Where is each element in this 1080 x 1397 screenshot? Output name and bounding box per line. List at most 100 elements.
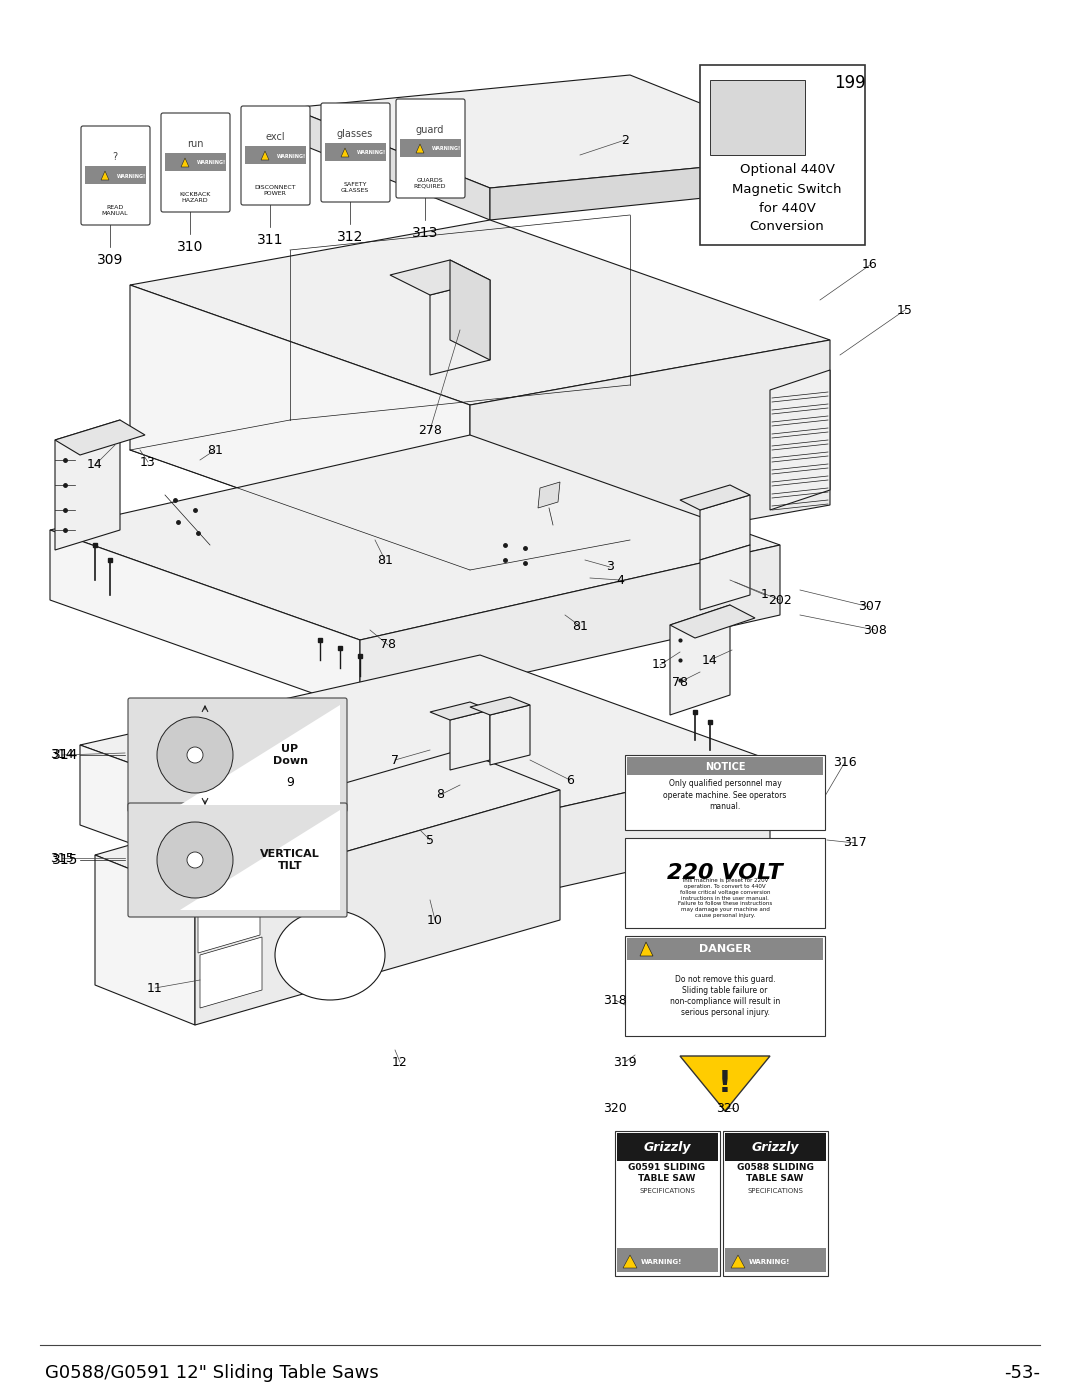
- Text: 6: 6: [566, 774, 573, 787]
- Polygon shape: [680, 485, 750, 510]
- Text: 320: 320: [603, 1101, 626, 1115]
- Polygon shape: [80, 655, 770, 849]
- Polygon shape: [623, 1255, 637, 1268]
- Text: 14: 14: [87, 458, 103, 472]
- FancyBboxPatch shape: [129, 698, 347, 812]
- Text: SPECIFICATIONS: SPECIFICATIONS: [747, 1187, 802, 1194]
- Text: 1: 1: [761, 588, 769, 602]
- Polygon shape: [680, 1056, 770, 1111]
- Text: READ
MANUAL: READ MANUAL: [102, 205, 129, 215]
- Text: ?: ?: [112, 152, 118, 162]
- Polygon shape: [700, 545, 750, 610]
- Text: !: !: [718, 1070, 732, 1098]
- Text: run: run: [187, 138, 203, 149]
- Polygon shape: [490, 155, 831, 219]
- Polygon shape: [470, 339, 831, 570]
- Text: 81: 81: [377, 553, 393, 567]
- Text: Grizzly: Grizzly: [752, 1140, 799, 1154]
- Polygon shape: [700, 495, 750, 560]
- Text: 315: 315: [50, 852, 73, 865]
- Text: guard: guard: [416, 124, 444, 136]
- Text: 81: 81: [572, 619, 588, 633]
- Text: 318: 318: [603, 993, 626, 1006]
- Polygon shape: [261, 151, 269, 161]
- Text: 202: 202: [768, 594, 792, 606]
- Text: 307: 307: [859, 601, 882, 613]
- Text: Only qualified personnel may
operate machine. See operators
manual.: Only qualified personnel may operate mac…: [663, 780, 786, 810]
- Polygon shape: [55, 420, 120, 550]
- Ellipse shape: [275, 909, 384, 1000]
- Bar: [85, 166, 146, 184]
- Polygon shape: [130, 285, 470, 570]
- Polygon shape: [198, 882, 260, 953]
- Polygon shape: [770, 370, 831, 510]
- Polygon shape: [95, 750, 561, 895]
- Bar: [625, 936, 825, 1037]
- Bar: [627, 757, 823, 775]
- Text: 315: 315: [52, 854, 78, 868]
- Bar: [325, 142, 386, 161]
- Text: WARNING!: WARNING!: [642, 1259, 683, 1266]
- Bar: [625, 838, 825, 928]
- Text: 16: 16: [862, 258, 878, 271]
- Text: 314: 314: [52, 747, 78, 761]
- Polygon shape: [200, 937, 262, 1009]
- Circle shape: [187, 852, 203, 868]
- Text: 13: 13: [140, 455, 156, 468]
- Polygon shape: [731, 1255, 745, 1268]
- Polygon shape: [430, 279, 490, 374]
- Circle shape: [157, 717, 233, 793]
- Polygon shape: [180, 810, 340, 909]
- Polygon shape: [341, 148, 349, 156]
- Polygon shape: [450, 260, 490, 360]
- Text: WARNING!: WARNING!: [357, 151, 387, 155]
- Text: 11: 11: [147, 982, 163, 995]
- Polygon shape: [360, 545, 780, 710]
- Text: 2: 2: [621, 134, 629, 147]
- Text: 14: 14: [702, 654, 718, 666]
- Text: G0588 SLIDING
TABLE SAW: G0588 SLIDING TABLE SAW: [737, 1164, 813, 1183]
- Text: 311: 311: [257, 233, 283, 247]
- Bar: [723, 1132, 828, 1275]
- Text: 12: 12: [392, 1056, 408, 1069]
- Circle shape: [187, 747, 203, 763]
- Text: WARNING!: WARNING!: [276, 154, 307, 158]
- Polygon shape: [470, 697, 530, 715]
- Text: 316: 316: [833, 756, 856, 768]
- Bar: [700, 66, 865, 244]
- Polygon shape: [95, 855, 195, 1025]
- Bar: [725, 1248, 826, 1273]
- Polygon shape: [102, 170, 109, 180]
- Bar: [165, 154, 226, 170]
- FancyBboxPatch shape: [161, 113, 230, 212]
- Polygon shape: [640, 942, 653, 956]
- FancyBboxPatch shape: [321, 103, 390, 203]
- FancyBboxPatch shape: [81, 126, 150, 225]
- Text: WARNING!: WARNING!: [750, 1259, 791, 1266]
- Text: NOTICE: NOTICE: [705, 761, 745, 773]
- Circle shape: [157, 821, 233, 898]
- Text: 199: 199: [834, 74, 866, 92]
- Polygon shape: [416, 144, 424, 154]
- Polygon shape: [50, 529, 360, 710]
- Polygon shape: [80, 745, 370, 930]
- Text: 78: 78: [380, 638, 396, 651]
- Polygon shape: [538, 482, 561, 509]
- Polygon shape: [450, 710, 490, 770]
- Text: Magnetic Switch: Magnetic Switch: [732, 183, 841, 196]
- Text: 314: 314: [50, 749, 73, 761]
- Text: 320: 320: [716, 1101, 740, 1115]
- Bar: [400, 138, 461, 156]
- Text: 8: 8: [436, 788, 444, 802]
- Text: 5: 5: [426, 834, 434, 847]
- Text: for 440V: for 440V: [758, 201, 815, 215]
- Text: Conversion: Conversion: [750, 221, 824, 233]
- Text: 81: 81: [207, 443, 222, 457]
- Polygon shape: [370, 760, 770, 930]
- Text: 7: 7: [391, 753, 399, 767]
- Bar: [710, 80, 805, 155]
- Text: 312: 312: [337, 231, 363, 244]
- Text: Do not remove this guard.
Sliding table failure or
non-compliance will result in: Do not remove this guard. Sliding table …: [670, 975, 780, 1017]
- Text: excl: excl: [266, 131, 285, 142]
- Text: -53-: -53-: [1004, 1363, 1040, 1382]
